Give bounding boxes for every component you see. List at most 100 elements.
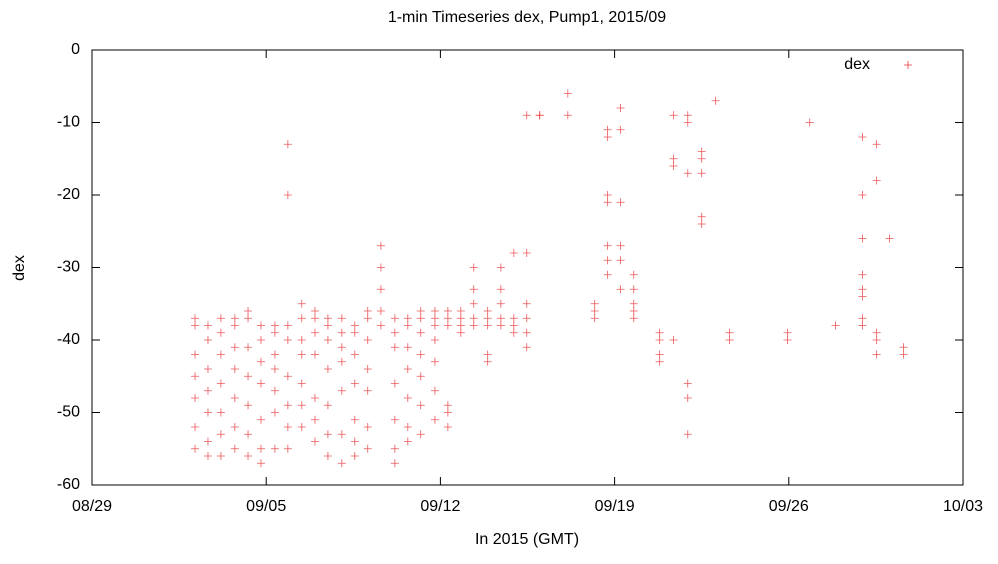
data-point bbox=[216, 314, 225, 323]
data-point bbox=[390, 444, 399, 453]
data-point bbox=[310, 437, 319, 446]
data-point bbox=[310, 307, 319, 315]
data-point bbox=[858, 133, 867, 141]
data-point bbox=[443, 314, 452, 323]
data-point bbox=[297, 379, 306, 388]
data-point bbox=[430, 321, 439, 330]
data-point bbox=[270, 408, 279, 417]
chart-title: 1-min Timeseries dex, Pump1, 2015/09 bbox=[388, 9, 666, 26]
data-point bbox=[230, 343, 239, 352]
legend-marker bbox=[904, 61, 912, 69]
data-point bbox=[191, 394, 200, 402]
data-point bbox=[256, 357, 265, 366]
data-point bbox=[496, 299, 505, 308]
data-point bbox=[203, 386, 212, 395]
data-point bbox=[456, 328, 465, 337]
data-point bbox=[283, 372, 292, 381]
data-point bbox=[203, 321, 212, 330]
data-point bbox=[297, 336, 306, 344]
data-point bbox=[616, 198, 625, 207]
data-point bbox=[244, 452, 253, 460]
data-point bbox=[858, 270, 867, 279]
data-point bbox=[283, 444, 292, 453]
data-point bbox=[191, 372, 200, 381]
data-point bbox=[244, 430, 253, 439]
data-point bbox=[443, 423, 452, 431]
data-point bbox=[350, 328, 359, 337]
data-point bbox=[469, 299, 478, 308]
data-point bbox=[216, 430, 225, 439]
data-point bbox=[430, 386, 439, 395]
data-point bbox=[230, 314, 239, 323]
data-point bbox=[416, 430, 425, 439]
data-point bbox=[337, 459, 346, 468]
y-tick-label: -30 bbox=[57, 259, 80, 276]
data-point bbox=[363, 336, 372, 344]
data-point bbox=[390, 343, 399, 352]
data-point bbox=[456, 321, 465, 330]
data-point bbox=[390, 379, 399, 388]
data-point bbox=[390, 328, 399, 337]
data-point bbox=[858, 314, 867, 323]
data-point bbox=[872, 350, 881, 359]
data-point bbox=[350, 437, 359, 446]
data-point bbox=[416, 401, 425, 410]
data-point bbox=[603, 133, 612, 141]
data-point bbox=[683, 169, 692, 178]
data-point bbox=[283, 321, 292, 330]
data-point bbox=[522, 343, 531, 352]
data-point bbox=[509, 328, 518, 337]
data-point bbox=[483, 321, 492, 330]
y-tick-label: -60 bbox=[57, 476, 80, 493]
data-point bbox=[297, 401, 306, 410]
data-point bbox=[230, 394, 239, 402]
data-point bbox=[603, 256, 612, 265]
data-point bbox=[390, 415, 399, 424]
data-point bbox=[270, 365, 279, 373]
data-point bbox=[783, 336, 792, 344]
data-point bbox=[416, 314, 425, 323]
data-point bbox=[483, 350, 492, 359]
data-point bbox=[256, 444, 265, 453]
data-point bbox=[697, 169, 706, 178]
data-point bbox=[669, 336, 678, 344]
data-point bbox=[522, 328, 531, 337]
data-point bbox=[403, 423, 412, 431]
data-point bbox=[872, 140, 881, 149]
data-point bbox=[725, 328, 734, 337]
data-point bbox=[376, 241, 385, 250]
x-tick-label: 10/03 bbox=[943, 498, 983, 515]
data-point bbox=[443, 401, 452, 410]
data-point bbox=[256, 415, 265, 424]
data-point bbox=[522, 314, 531, 323]
data-point bbox=[496, 263, 505, 272]
data-point bbox=[430, 314, 439, 323]
data-point bbox=[603, 191, 612, 199]
data-point bbox=[270, 328, 279, 337]
data-point bbox=[363, 365, 372, 373]
data-point bbox=[683, 430, 692, 439]
data-point bbox=[443, 408, 452, 417]
data-point bbox=[256, 379, 265, 388]
data-point bbox=[858, 234, 867, 243]
data-point bbox=[363, 444, 372, 453]
data-point bbox=[603, 270, 612, 279]
data-point bbox=[230, 423, 239, 431]
data-point bbox=[244, 314, 253, 323]
y-axis-label: dex bbox=[11, 255, 28, 281]
data-point bbox=[297, 423, 306, 431]
data-point bbox=[337, 430, 346, 439]
data-point bbox=[858, 292, 867, 301]
data-point bbox=[297, 350, 306, 359]
data-point bbox=[310, 314, 319, 323]
data-point bbox=[483, 314, 492, 323]
y-tick-label: 0 bbox=[71, 41, 80, 58]
data-point bbox=[191, 321, 200, 330]
data-point bbox=[483, 307, 492, 315]
data-point bbox=[430, 357, 439, 366]
data-point bbox=[831, 321, 840, 330]
data-point bbox=[443, 307, 452, 315]
data-point bbox=[323, 430, 332, 439]
